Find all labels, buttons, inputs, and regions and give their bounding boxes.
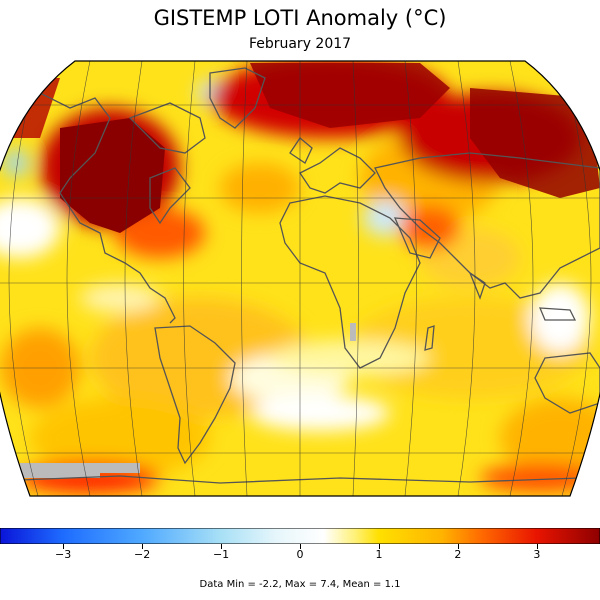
colorbar-tick-label: 0 (296, 548, 304, 561)
colorbar-tick (536, 544, 538, 549)
colorbar-tick (63, 544, 65, 549)
no-data-patch (350, 323, 356, 341)
colorbar-tick-label: −3 (55, 548, 72, 561)
colorbar-tick-label: −1 (212, 548, 230, 561)
map-subtitle: February 2017 (248, 36, 352, 52)
colorbar-tick (142, 544, 144, 549)
colorbar-tick-label: 3 (533, 548, 541, 561)
anomaly-map (0, 58, 600, 508)
colorbar-tick (378, 544, 380, 549)
colorbar (0, 527, 600, 545)
no-data-patch (20, 463, 140, 478)
data-stats: Data Min = -2.2, Max = 7.4, Mean = 1.1 (199, 579, 401, 590)
graticule (0, 61, 600, 496)
map-field (0, 61, 600, 496)
colorbar-ticks: −3 −2 −1 0 1 2 3 (0, 544, 600, 564)
colorbar-tick (300, 544, 301, 549)
coastlines (0, 67, 600, 484)
colorbar-tick (457, 544, 459, 549)
colorbar-tick (221, 544, 223, 549)
colorbar-tick-label: 1 (375, 548, 383, 561)
colorbar-tick-label: −2 (133, 548, 151, 561)
map-title: GISTEMP LOTI Anomaly (°C) (153, 6, 447, 30)
colorbar-tick-label: 2 (454, 548, 462, 561)
